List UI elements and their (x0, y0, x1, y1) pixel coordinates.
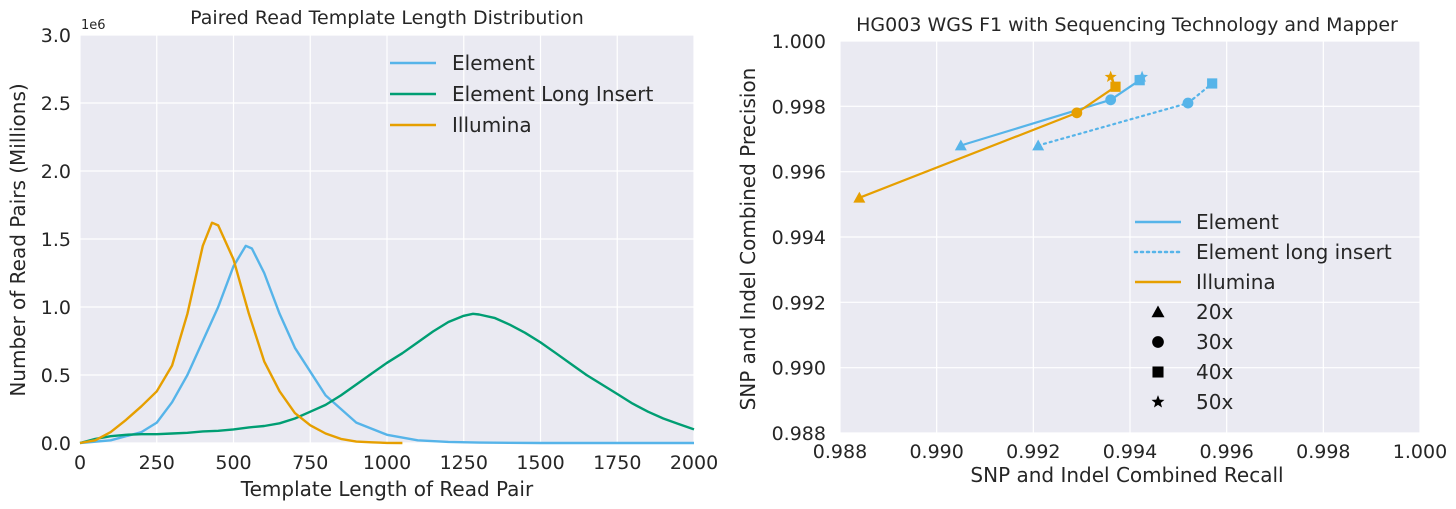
left-x-tick-label: 1000 (363, 452, 411, 474)
marker-element-50x (1136, 70, 1149, 83)
right-y-tick-label: 0.992 (772, 292, 826, 314)
right-y-tick-label: 0.994 (772, 227, 826, 249)
right-y-tick-label: 0.998 (772, 96, 826, 118)
right-x-axis-label: SNP and Indel Combined Recall (970, 463, 1283, 487)
left-y-tick-label: 1.0 (41, 297, 71, 319)
left-x-tick-label: 250 (139, 452, 175, 474)
marker-illumina-50x (1104, 70, 1117, 83)
marker-illumina-20x (853, 191, 866, 203)
marker-element-long-insert-20x (1032, 139, 1045, 151)
right-x-tick-label: 0.988 (813, 441, 867, 463)
right-x-tick-label: 1.000 (1393, 441, 1447, 463)
left-y-axis-label: Number of Read Pairs (Millions) (6, 83, 30, 396)
left-y-tick-label: 0.0 (41, 433, 71, 455)
left-series-line-element (79, 244, 694, 445)
left-x-tick-label: 750 (292, 452, 328, 474)
right-y-tick-label: 0.996 (772, 162, 826, 184)
right-series-markers (853, 70, 1218, 203)
legend-label-illumina: Illumina (452, 113, 532, 137)
right-chart-title: HG003 WGS F1 with Sequencing Technology … (856, 14, 1398, 36)
left-series-line-illumina (79, 221, 403, 445)
legend-label-element-r: Element (1196, 210, 1279, 234)
left-x-tick-label: 500 (215, 452, 251, 474)
right-x-tick-label: 0.996 (1199, 441, 1253, 463)
left-y-tick-label: 1.5 (41, 229, 71, 251)
left-x-tick-label: 0 (74, 452, 86, 474)
legend-label-40x: 40x (1196, 360, 1233, 384)
legend-label-50x: 50x (1196, 390, 1233, 414)
left-x-tick-label: 1250 (440, 452, 488, 474)
legend-marker-30x (1152, 336, 1164, 348)
marker-element-30x (1105, 94, 1117, 106)
left-y-tick-labels: 0.0 0.5 1.0 1.5 2.0 2.5 3.0 (41, 25, 71, 455)
legend-label-element: Element (452, 51, 535, 75)
left-series-line-element-long-insert (79, 312, 695, 445)
marker-element-long-insert-30x (1182, 97, 1194, 109)
right-legend: Element Element long insert Illumina 20x… (1133, 210, 1392, 414)
marker-illumina-30x (1071, 107, 1083, 119)
marker-element-long-insert-40x (1207, 78, 1218, 89)
left-x-tick-labels: 0 250 500 750 1000 1250 1500 1750 2000 (74, 452, 718, 474)
left-y-tick-label: 0.5 (41, 365, 71, 387)
left-y-tick-label: 2.0 (41, 161, 71, 183)
legend-label-element-long-insert: Element Long Insert (452, 82, 653, 106)
right-y-axis-label: SNP and Indel Combined Precision (736, 68, 760, 411)
right-y-tick-label: 0.990 (772, 358, 826, 380)
right-x-tick-label: 0.992 (1006, 441, 1060, 463)
legend-marker-20x (1151, 305, 1165, 318)
left-x-axis-label: Template Length of Read Pair (240, 477, 534, 501)
left-y-tick-label: 2.5 (41, 93, 71, 115)
template-length-chart: 0 250 500 750 1000 1250 1500 1750 2000 0.0 0.5 1.0… (6, 7, 718, 501)
left-x-tick-label: 1750 (593, 452, 641, 474)
left-chart-title: Paired Read Template Length Distribution (190, 7, 584, 29)
right-x-tick-label: 0.990 (909, 441, 963, 463)
left-y-offset-label: 1e6 (81, 18, 106, 33)
left-x-tick-label: 2000 (670, 452, 718, 474)
marker-legend (1151, 305, 1165, 408)
right-x-tick-label: 0.998 (1296, 441, 1350, 463)
right-grid (839, 40, 1421, 434)
f1-scatter-chart: 0.988 0.990 0.992 0.994 0.996 0.998 1.000 0.98… (736, 14, 1447, 487)
legend-label-20x: 20x (1196, 300, 1233, 324)
left-y-tick-label: 3.0 (41, 25, 71, 47)
legend-label-illumina-r: Illumina (1196, 270, 1276, 294)
left-series-lines (79, 221, 695, 445)
legend-marker-40x (1152, 366, 1164, 378)
right-x-tick-label: 0.994 (1103, 441, 1157, 463)
right-y-tick-label: 0.988 (772, 423, 826, 445)
legend-label-element-long-insert-r: Element long insert (1196, 240, 1392, 264)
legend-marker-50x (1151, 395, 1165, 408)
right-x-tick-labels: 0.988 0.990 0.992 0.994 0.996 0.998 1.000 (813, 441, 1447, 463)
marker-element-20x (954, 139, 967, 151)
marker-illumina-40x (1110, 81, 1121, 92)
right-y-tick-label: 1.000 (772, 31, 826, 53)
left-legend: Element Element Long Insert Illumina (390, 51, 653, 137)
right-y-tick-labels: 0.988 0.990 0.992 0.994 0.996 0.998 1.000 (772, 31, 826, 445)
legend-label-30x: 30x (1196, 330, 1233, 354)
left-x-tick-label: 1500 (516, 452, 564, 474)
